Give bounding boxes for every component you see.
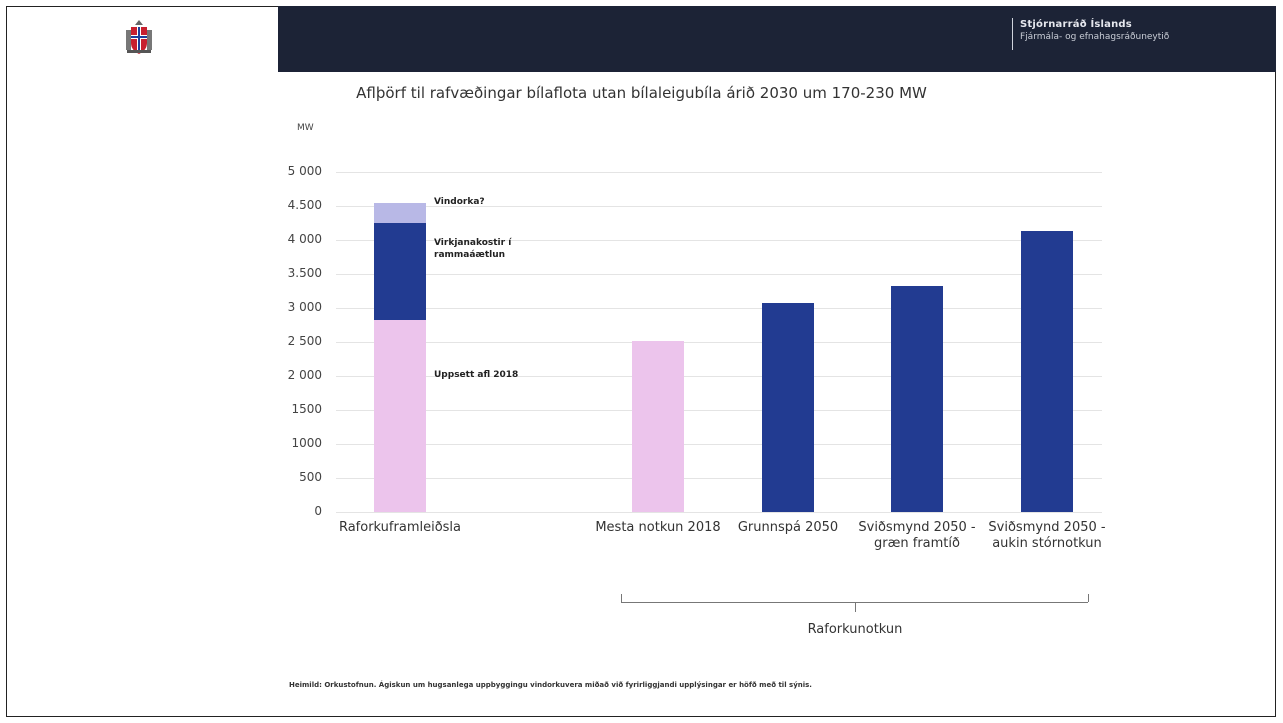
x-category-label-line: Sviðsmynd 2050 - <box>988 520 1106 535</box>
y-tick-label: 4 000 <box>287 232 322 246</box>
bracket-left-tick <box>621 594 622 602</box>
stack-segment-label: Uppsett afl 2018 <box>434 369 518 381</box>
y-tick-label: 3 000 <box>287 300 322 314</box>
x-category-label-line: Grunnspá 2050 <box>737 520 839 535</box>
gridline <box>336 206 1102 207</box>
department-name: Fjármála- og efnahagsráðuneytið <box>1020 32 1170 42</box>
bracket-horizontal <box>621 602 1088 603</box>
bracket-right-tick <box>1088 594 1089 602</box>
bar-segment <box>374 223 426 321</box>
x-category-label-line: aukin stórnotkun <box>992 536 1102 551</box>
y-axis-unit: MW <box>297 123 314 133</box>
gridline <box>336 342 1102 343</box>
y-tick-label: 2 500 <box>287 334 322 348</box>
gridline <box>336 274 1102 275</box>
organization: Stjórnarráð Íslands Fjármála- og efnahag… <box>1012 18 1169 50</box>
bar <box>1021 231 1073 512</box>
source-note: Heimild: Orkustofnun. Ágiskun um hugsanl… <box>289 681 812 689</box>
gridline <box>336 410 1102 411</box>
x-category-label-line: Sviðsmynd 2050 - <box>858 520 976 535</box>
stack-segment-label: Vindorka? <box>434 196 485 208</box>
gridline <box>336 512 1102 513</box>
y-tick-label: 2 000 <box>287 368 322 382</box>
org-name: Stjórnarráð Íslands <box>1020 19 1132 30</box>
stack-segment-label: Virkjanakostir í rammaáætlun <box>434 237 511 261</box>
x-category-label-line: Mesta notkun 2018 <box>595 520 721 535</box>
x-category-label: Mesta notkun 2018 <box>583 520 733 536</box>
y-tick-label: 0 <box>314 504 322 518</box>
y-tick-label: 1000 <box>291 436 322 450</box>
y-tick-label: 500 <box>299 470 322 484</box>
x-category-label: Raforkuframleiðsla <box>325 520 475 536</box>
gridline <box>336 376 1102 377</box>
stack-segment-label-line: Virkjanakostir í <box>434 238 512 248</box>
gridline <box>336 308 1102 309</box>
stack-segment-label-line: rammaáætlun <box>434 250 506 260</box>
bar <box>891 285 943 512</box>
bracket-center-tick <box>855 602 856 612</box>
x-category-label: Grunnspá 2050 <box>713 520 863 536</box>
gridline <box>336 172 1102 173</box>
stack-segment-label-line: Uppsett afl 2018 <box>434 370 519 380</box>
gridline <box>336 240 1102 241</box>
bar-segment <box>374 320 426 512</box>
x-category-label: Sviðsmynd 2050 - græn framtíð <box>842 520 992 552</box>
x-category-label: Sviðsmynd 2050 - aukin stórnotkun <box>972 520 1122 552</box>
bar <box>762 303 814 512</box>
gridline <box>336 444 1102 445</box>
gridline <box>336 478 1102 479</box>
bar <box>632 340 684 512</box>
x-category-label-line: græn framtíð <box>874 536 960 551</box>
x-category-label-line: Raforkuframleiðsla <box>338 520 462 535</box>
iceland-coat-of-arms-icon <box>126 20 152 54</box>
header-bar: Stjórnarráð Íslands Fjármála- og efnahag… <box>278 6 1276 72</box>
stack-segment-label-line: Vindorka? <box>434 197 485 207</box>
y-tick-label: 4.500 <box>287 198 322 212</box>
y-tick-label: 3.500 <box>287 266 322 280</box>
chart-title: Aflþörf til rafvæðingar bílaflota utan b… <box>356 84 927 102</box>
y-tick-label: 5 000 <box>287 164 322 178</box>
y-tick-label: 1500 <box>291 402 322 416</box>
bar-segment <box>374 202 426 223</box>
group-bracket-label: Raforkunotkun <box>807 622 903 637</box>
